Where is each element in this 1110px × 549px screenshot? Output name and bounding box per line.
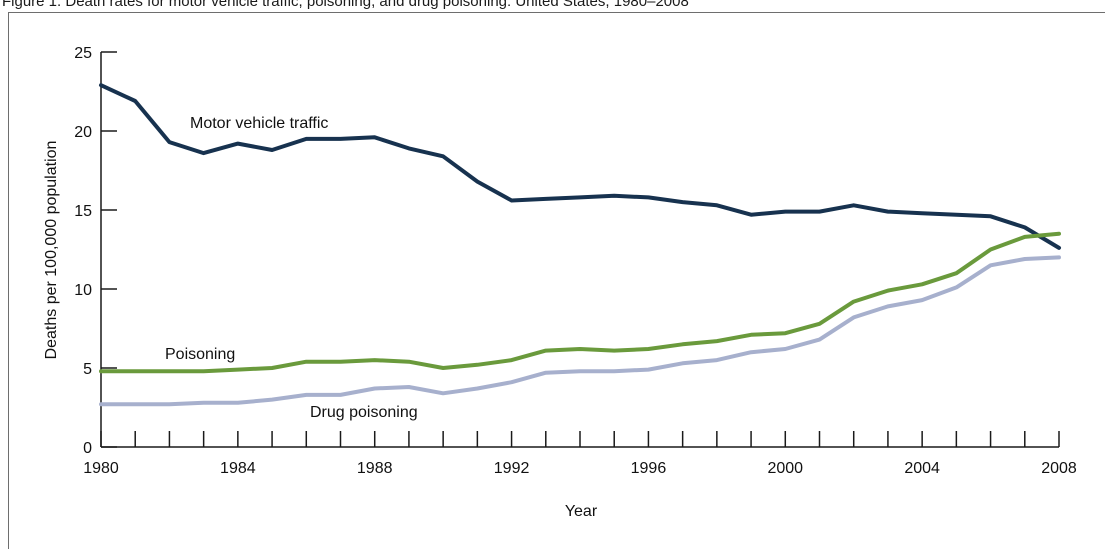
series-line-drug-poisoning <box>99 255 1061 407</box>
x-tick-label: 1980 <box>83 460 119 477</box>
chart-frame <box>8 12 1105 549</box>
series-label: Poisoning <box>165 346 235 363</box>
line-chart: 0 5 10 15 20 25 1980 1984 1988 1992 1996 2000 2004 20… <box>43 45 1077 520</box>
y-tick-label: 25 <box>74 45 92 62</box>
series-label: Drug poisoning <box>310 404 418 421</box>
x-tick-label: 1996 <box>631 460 667 477</box>
series-label: Motor vehicle traffic <box>190 115 328 132</box>
x-tick-label: 2008 <box>1041 460 1077 477</box>
x-axis-title: Year <box>565 503 598 520</box>
series-lines <box>99 83 1061 407</box>
x-tick-label: 1992 <box>494 460 530 477</box>
x-tick-label: 2004 <box>904 460 940 477</box>
x-tick-label: 2000 <box>767 460 803 477</box>
axes: 0 5 10 15 20 25 1980 1984 1988 1992 1996 2000 2004 20… <box>74 45 1077 477</box>
x-tick-label: 1984 <box>220 460 256 477</box>
series-line-poisoning <box>99 231 1061 374</box>
y-axis-title: Deaths per 100,000 population <box>43 141 60 360</box>
y-tick-label: 0 <box>83 440 92 457</box>
series-labels: Motor vehicle traffic Poisoning Drug poiso… <box>165 115 418 421</box>
y-tick-label: 20 <box>74 124 92 141</box>
y-tick-label: 15 <box>74 203 92 220</box>
y-tick-label: 5 <box>83 361 92 378</box>
series-line-motor-vehicle-traffic <box>99 83 1061 250</box>
figure-caption: Figure 1. Death rates for motor vehicle … <box>2 0 689 10</box>
x-tick-label: 1988 <box>357 460 393 477</box>
y-tick-label: 10 <box>74 282 92 299</box>
